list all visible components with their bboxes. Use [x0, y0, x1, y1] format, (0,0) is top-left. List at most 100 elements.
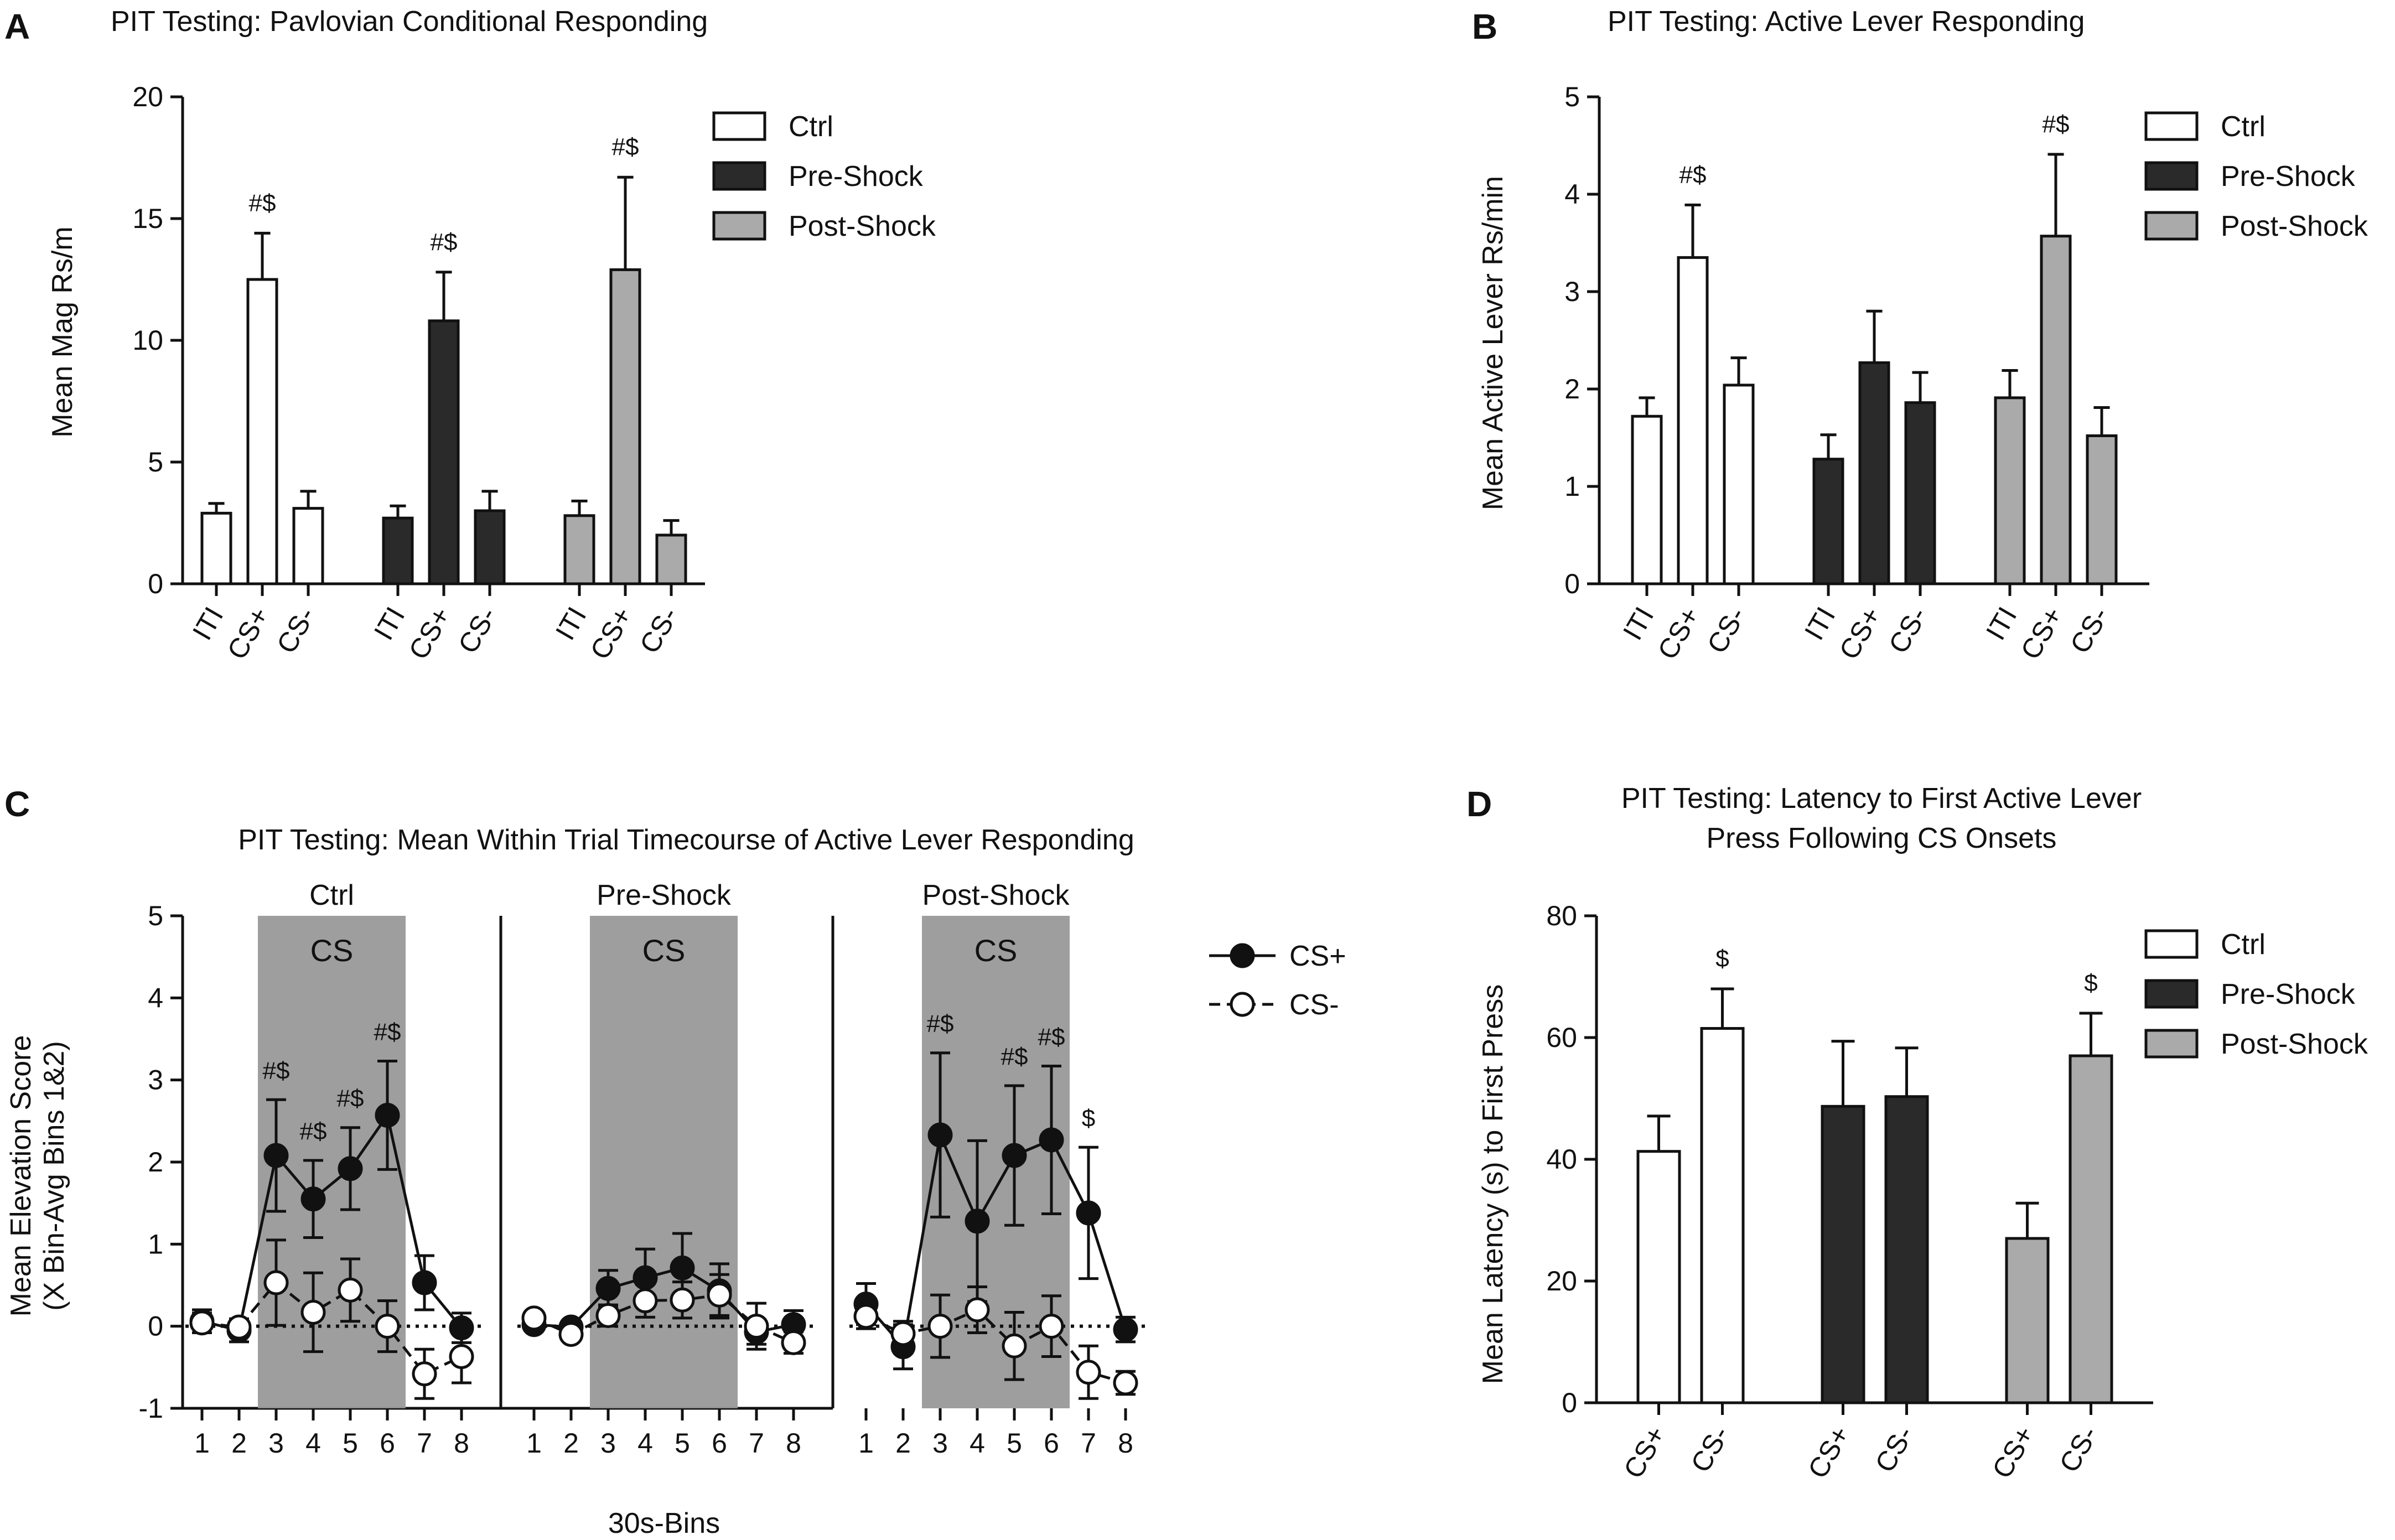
panel-d-bar: [1700, 1027, 1745, 1404]
panel-b-x-tick-label: CS+: [1833, 602, 1888, 665]
panel-a-bar: [246, 278, 278, 585]
panel-c-pre-shock-x-tick-label: 3: [600, 1428, 616, 1459]
panel-a-y-tick-label: 20: [132, 81, 163, 112]
panel-a-legend-label: Post-Shock: [789, 210, 936, 242]
panel-b-x-tick-label: ITI: [1980, 602, 2023, 646]
panel-c-post-shock-point-cs-minus: [890, 1321, 916, 1346]
panel-a-x-tick-label: CS+: [584, 602, 639, 665]
panel-c-pre-shock-point-cs-minus: [670, 1287, 695, 1313]
panel-a-bar: [292, 507, 324, 585]
panel-d-bar: [2005, 1237, 2050, 1404]
panel-d-sig-label: $: [1715, 945, 1729, 972]
panel-c-pre-shock-point-cs-minus: [521, 1305, 547, 1331]
panel-b-x-tick-label: CS-: [1883, 602, 1933, 659]
panel-d-sig-label: $: [2084, 969, 2097, 997]
panel-a-x-tick-label: ITI: [186, 602, 230, 646]
panel-c-ylabel-line1: Mean Elevation Score: [5, 1035, 37, 1317]
panel-c-ctrl-x-tick-label: 8: [454, 1428, 469, 1459]
panel-b-bar: [1858, 361, 1890, 585]
panel-b-bar: [1723, 383, 1755, 585]
panel-b-y-tick-label: 1: [1564, 471, 1580, 502]
panel-c-ctrl-x-tick-label: 5: [343, 1428, 358, 1459]
panel-c-ctrl-sig-label: #$: [300, 1118, 327, 1145]
panel-c-ctrl-point-cs-minus: [189, 1310, 215, 1336]
panel-c-legend-marker-cs-minus: [1230, 992, 1255, 1017]
panel-a-bar: [609, 268, 641, 585]
panel-c-ctrl-point-cs-minus: [338, 1277, 363, 1303]
panel-c-post-shock-sig-label: #$: [1038, 1023, 1065, 1050]
panel-b-bar: [1631, 414, 1663, 585]
panel-a-bar: [563, 514, 595, 585]
panel-d-y-tick-label: 0: [1562, 1387, 1577, 1418]
panel-c-y-tick-label: 4: [148, 982, 163, 1013]
panel-c-post-shock-x-tick-label: 5: [1007, 1428, 1022, 1459]
panel-d-x-tick-label: CS+: [1618, 1421, 1672, 1484]
panel-c-pre-shock-label: Pre-Shock: [597, 879, 732, 911]
panel-b-x-tick-label: CS-: [2064, 602, 2115, 659]
panel-c-ctrl-sig-label: #$: [337, 1085, 364, 1112]
panel-c-pre-shock-x-tick-label: 2: [563, 1428, 579, 1459]
panel-d-title-line2: Press Following CS Onsets: [1707, 822, 2057, 854]
panel-a-ylabel: Mean Mag Rs/m: [46, 226, 79, 437]
panel-c-post-shock-point-cs-plus: [1002, 1143, 1027, 1168]
panel-b-bar: [1994, 396, 2026, 585]
panel-a-legend-label: Ctrl: [789, 111, 833, 143]
panel-c-post-shock-sig-label: #$: [1001, 1043, 1028, 1070]
panel-c-pre-shock-x-tick-label: 8: [786, 1428, 801, 1459]
panel-c-post-shock-x-tick-label: 4: [970, 1428, 985, 1459]
panel-c-pre-shock-point-cs-minus: [781, 1330, 806, 1355]
panel-c-pre-shock-x-tick-label: 4: [637, 1428, 653, 1459]
panel-c-ctrl-point-cs-minus: [300, 1299, 326, 1325]
panel-c-y-tick-label: 5: [148, 900, 163, 931]
panel-c-pre-shock-x-tick-label: 7: [749, 1428, 764, 1459]
panel-a-x-tick-label: CS-: [452, 602, 503, 659]
panel-b-legend-label: Post-Shock: [2221, 210, 2368, 242]
panel-c-pre-shock-point-cs-plus: [670, 1255, 695, 1280]
panel-b-legend-swatch-2: [2144, 211, 2199, 241]
panel-c-pre-shock-cs-window: [590, 916, 738, 1408]
panel-c-ctrl-label: Ctrl: [309, 879, 354, 911]
panel-c-ctrl-x-tick-label: 1: [194, 1428, 210, 1459]
panel-c-pre-shock-point-cs-minus: [633, 1288, 658, 1314]
panel-d-legend-label: Pre-Shock: [2221, 978, 2356, 1010]
panel-a-legend-label: Pre-Shock: [789, 160, 924, 193]
panel-c-post-shock-point-cs-minus: [1076, 1360, 1101, 1385]
panel-c-title: PIT Testing: Mean Within Trial Timecours…: [238, 824, 1134, 856]
panel-d-y-tick-label: 80: [1546, 900, 1577, 931]
panel-a-y-tick-label: 15: [132, 203, 163, 234]
panel-d-title-line1: PIT Testing: Latency to First Active Lev…: [1621, 782, 2142, 815]
panel-c-ctrl-point-cs-plus: [412, 1270, 437, 1295]
panel-d-x-tick-label: CS-: [1684, 1421, 1735, 1478]
panel-b-bar: [1677, 256, 1709, 585]
panel-b-y-tick-label: 0: [1564, 568, 1580, 599]
panel-a-bar: [200, 511, 232, 585]
panel-a-x-tick-label: CS+: [221, 602, 276, 665]
panel-c-pre-shock-cs-label: CS: [642, 933, 686, 968]
panel-b-x-tick-label: CS-: [1701, 602, 1752, 659]
panel-c-xlabel: 30s-Bins: [608, 1507, 720, 1539]
panel-b-y-tick-label: 2: [1564, 374, 1580, 405]
panel-c-post-shock-point-cs-minus: [965, 1297, 990, 1323]
panel-c-post-shock-point-cs-minus: [853, 1304, 879, 1329]
panel-a-sig-label: #$: [431, 229, 458, 256]
panel-c-ctrl-point-cs-plus: [300, 1186, 326, 1212]
panel-b-x-tick-label: ITI: [1617, 602, 1660, 646]
panel-a-x-tick-label: CS-: [634, 602, 685, 659]
panel-c-post-shock-point-cs-plus: [1113, 1317, 1138, 1342]
panel-b-title: PIT Testing: Active Lever Responding: [1608, 6, 2085, 38]
panel-b-x-tick-label: CS+: [2015, 602, 2069, 665]
panel-c-post-shock-point-cs-plus: [1076, 1200, 1101, 1226]
panel-d-x-tick-label: CS+: [1802, 1421, 1856, 1484]
panel-c-ctrl-sig-label: #$: [263, 1057, 290, 1084]
panel-b-ylabel: Mean Active Lever Rs/min: [1477, 176, 1509, 510]
panel-b-x-tick-label: ITI: [1798, 602, 1842, 646]
panel-d-bar: [1821, 1105, 1865, 1404]
panel-c-post-shock-point-cs-minus: [927, 1314, 953, 1339]
panel-a-sig-label: #$: [612, 133, 639, 160]
panel-d-y-tick-label: 20: [1546, 1266, 1577, 1297]
panel-b-sig-label: #$: [2043, 111, 2070, 138]
panel-letter-d: D: [1466, 784, 1492, 824]
panel-b-y-tick-label: 5: [1564, 81, 1580, 112]
panel-c-ctrl-point-cs-minus: [449, 1344, 474, 1370]
panel-c-post-shock-series-cs-plus-line: [865, 1130, 1127, 1350]
